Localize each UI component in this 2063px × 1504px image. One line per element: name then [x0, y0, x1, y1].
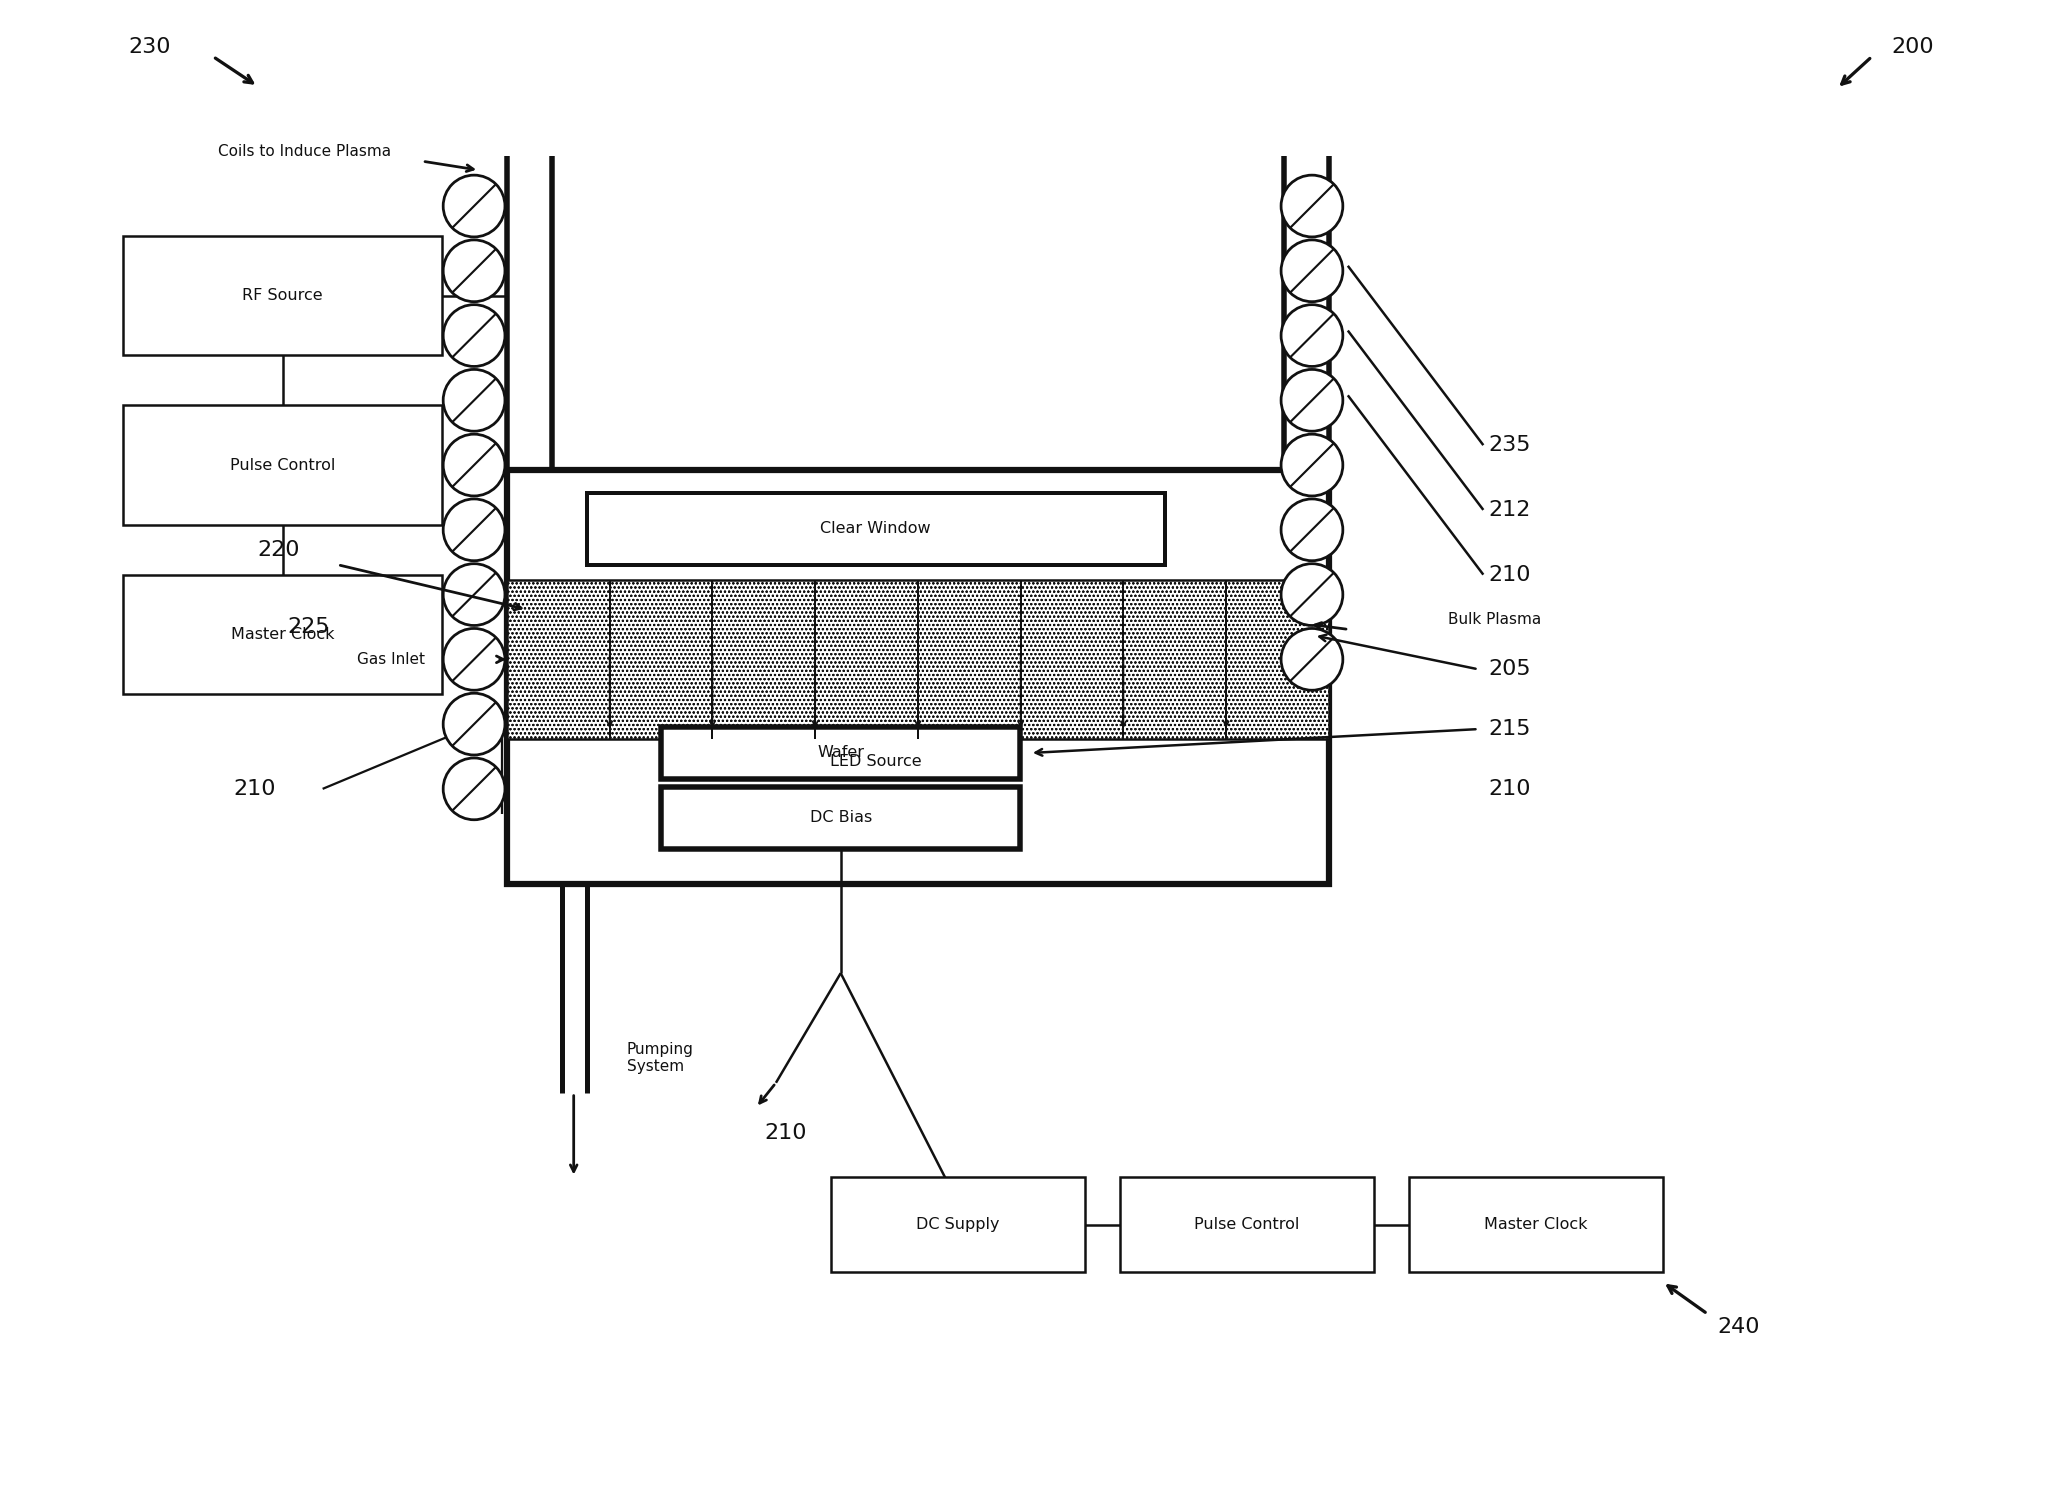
Bar: [662, 726, 1019, 779]
Text: Clear Window: Clear Window: [821, 522, 930, 537]
Bar: [1409, 1178, 1663, 1272]
Bar: [1029, 800, 1081, 844]
Text: 210: 210: [1487, 779, 1531, 799]
Bar: [507, 471, 1329, 883]
Circle shape: [444, 629, 505, 690]
Bar: [507, 579, 1329, 738]
Circle shape: [444, 435, 505, 496]
Bar: [611, 723, 1139, 799]
Text: 220: 220: [258, 540, 301, 559]
Text: 210: 210: [765, 1122, 807, 1143]
Bar: [970, 800, 1021, 844]
Bar: [662, 787, 1019, 848]
Bar: [124, 405, 441, 525]
Text: Wafer: Wafer: [817, 746, 864, 761]
Bar: [831, 1178, 1085, 1272]
Bar: [507, 579, 1329, 738]
Circle shape: [444, 758, 505, 820]
Circle shape: [444, 564, 505, 626]
Text: Pulse Control: Pulse Control: [1194, 1217, 1300, 1232]
Bar: [124, 236, 441, 355]
Circle shape: [1281, 174, 1343, 238]
Text: Coils to Induce Plasma: Coils to Induce Plasma: [219, 144, 392, 159]
Circle shape: [1281, 241, 1343, 302]
Bar: [1120, 1178, 1374, 1272]
Text: Master Clock: Master Clock: [231, 627, 334, 642]
Text: 235: 235: [1487, 435, 1531, 456]
Bar: [790, 800, 842, 844]
Bar: [124, 575, 441, 695]
Bar: [910, 800, 961, 844]
Circle shape: [1281, 499, 1343, 561]
Bar: [507, 579, 1329, 738]
Circle shape: [444, 499, 505, 561]
Bar: [670, 800, 722, 844]
Circle shape: [1281, 564, 1343, 626]
Text: RF Source: RF Source: [243, 289, 324, 304]
Circle shape: [1281, 629, 1343, 690]
Text: 210: 210: [1487, 564, 1531, 585]
Circle shape: [1281, 305, 1343, 367]
Text: 212: 212: [1487, 499, 1531, 520]
Bar: [586, 493, 1164, 564]
Circle shape: [1281, 370, 1343, 432]
Circle shape: [1281, 435, 1343, 496]
Bar: [730, 800, 782, 844]
Circle shape: [444, 693, 505, 755]
Text: DC Bias: DC Bias: [809, 811, 873, 826]
Bar: [611, 800, 662, 844]
Text: 225: 225: [287, 618, 330, 638]
Bar: [1087, 800, 1139, 844]
Text: Bulk Plasma: Bulk Plasma: [1448, 612, 1541, 627]
Text: Gas Inlet: Gas Inlet: [357, 651, 425, 666]
Text: 210: 210: [233, 779, 276, 799]
Text: LED Source: LED Source: [829, 754, 922, 769]
Text: 215: 215: [1487, 719, 1531, 738]
Text: Pulse Control: Pulse Control: [231, 457, 336, 472]
Circle shape: [444, 305, 505, 367]
Circle shape: [444, 174, 505, 238]
Text: DC Supply: DC Supply: [916, 1217, 998, 1232]
Circle shape: [444, 241, 505, 302]
Text: 205: 205: [1487, 659, 1531, 680]
Text: 230: 230: [128, 36, 171, 57]
Bar: [850, 800, 902, 844]
Text: 240: 240: [1718, 1318, 1760, 1337]
Text: Master Clock: Master Clock: [1483, 1217, 1586, 1232]
Circle shape: [444, 370, 505, 432]
Text: Pumping
System: Pumping System: [627, 1042, 693, 1074]
Text: 200: 200: [1892, 36, 1935, 57]
